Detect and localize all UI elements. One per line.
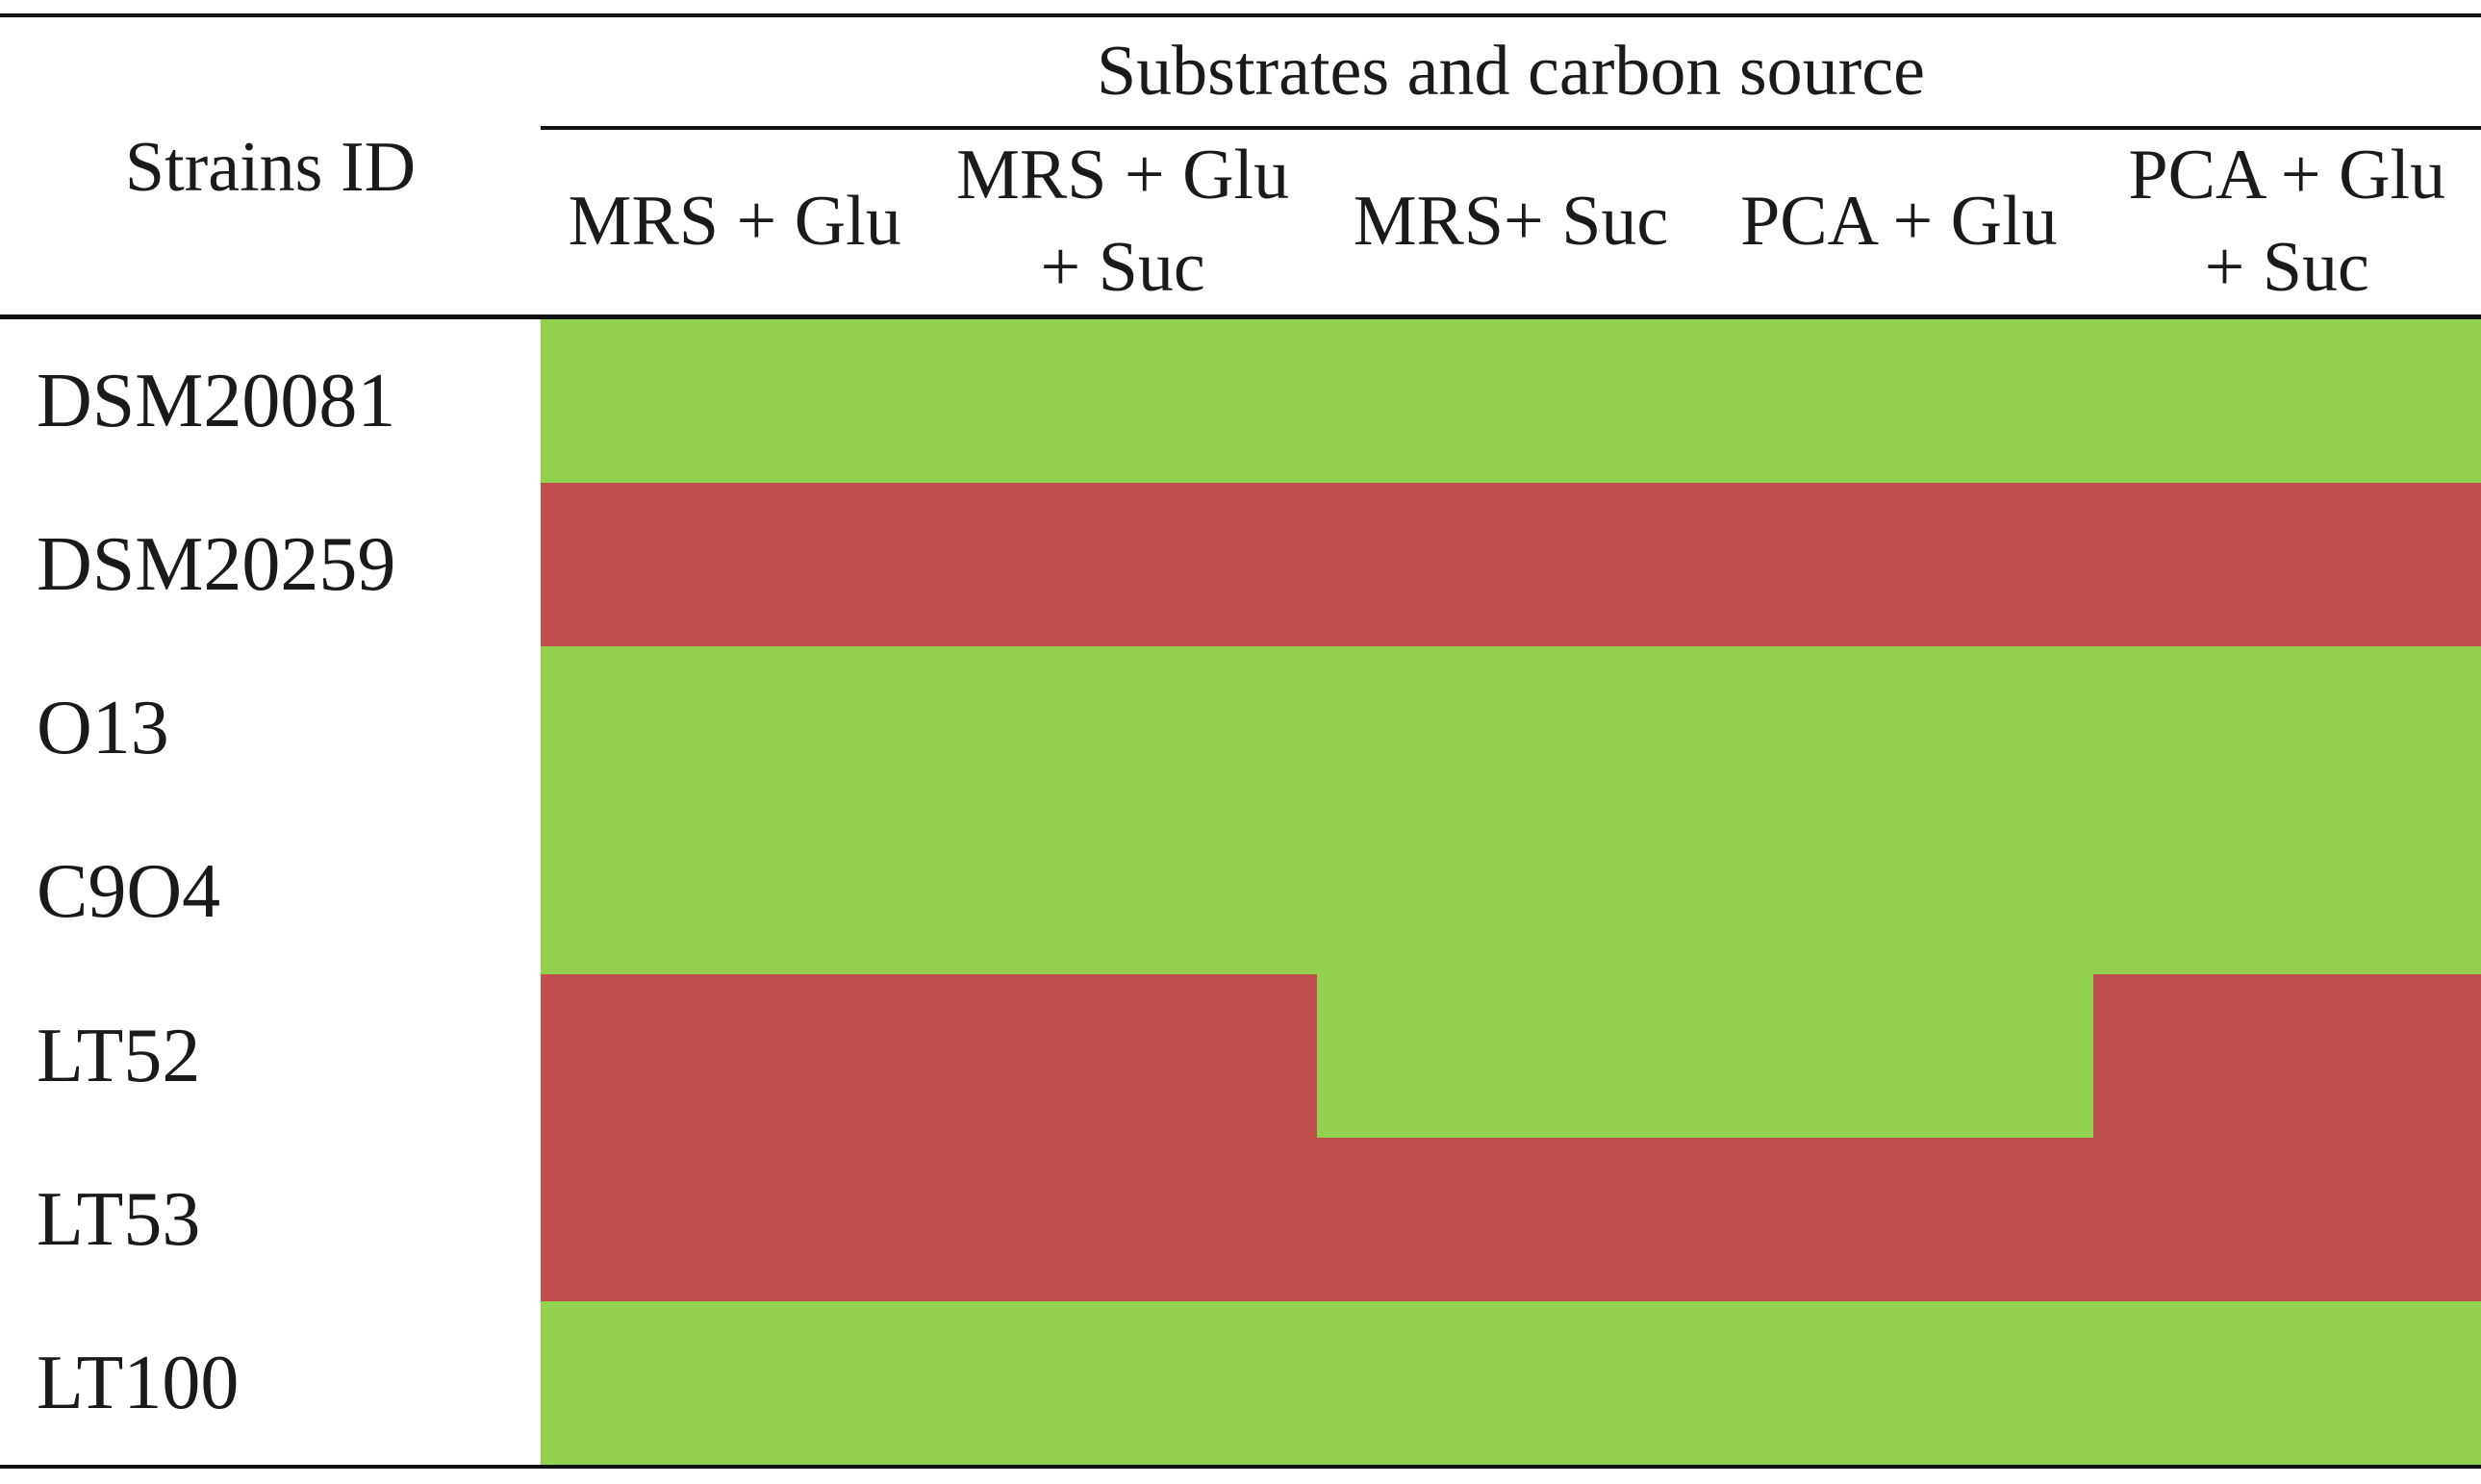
header-bottom-rule	[0, 314, 2481, 319]
bottom-rule	[0, 1465, 2481, 1469]
cell-c9o4-col-5	[2093, 810, 2481, 974]
row-label-c9o4: C9O4	[37, 849, 221, 935]
column-header-2-line-2: + Suc	[1040, 228, 1205, 307]
top-rule	[0, 13, 2481, 17]
cell-lt100-col-3	[1317, 1301, 1705, 1465]
cell-c9o4-col-2	[928, 810, 1317, 974]
cell-dsm20259-col-4	[1705, 483, 2093, 646]
cell-dsm20081-col-2	[928, 319, 1317, 483]
cell-c9o4-col-1	[541, 810, 928, 974]
cell-lt53-col-1	[541, 1138, 928, 1301]
row-header: Strains ID	[124, 128, 417, 207]
cell-lt52-col-4	[1705, 974, 2093, 1138]
row-label-lt100: LT100	[37, 1340, 240, 1425]
cell-o13-col-1	[541, 646, 928, 810]
group-header-rule	[541, 126, 2481, 130]
cell-o13-col-4	[1705, 646, 2093, 810]
cell-lt53-col-5	[2093, 1138, 2481, 1301]
row-label-lt52: LT52	[37, 1013, 201, 1098]
column-group-header: Substrates and carbon source	[1096, 32, 1925, 111]
column-header-3-line-1: MRS+ Suc	[1353, 182, 1669, 261]
cell-lt100-col-2	[928, 1301, 1317, 1465]
row-label-o13: O13	[37, 686, 169, 771]
cell-lt52-col-3	[1317, 974, 1705, 1138]
cell-dsm20259-col-2	[928, 483, 1317, 646]
cell-lt53-col-2	[928, 1138, 1317, 1301]
column-header-5-line-2: + Suc	[2204, 228, 2369, 307]
cell-lt52-col-5	[2093, 974, 2481, 1138]
cell-lt53-col-4	[1705, 1138, 2093, 1301]
cell-dsm20259-col-5	[2093, 483, 2481, 646]
cell-dsm20081-col-1	[541, 319, 928, 483]
cell-lt100-col-1	[541, 1301, 928, 1465]
cell-lt100-col-5	[2093, 1301, 2481, 1465]
cell-dsm20259-col-1	[541, 483, 928, 646]
cell-c9o4-col-3	[1317, 810, 1705, 974]
column-header-5-line-1: PCA + Glu	[2128, 136, 2446, 214]
column-header-4-line-1: PCA + Glu	[1740, 182, 2058, 261]
row-label-dsm20081: DSM20081	[37, 359, 396, 443]
column-header-2-line-1: MRS + Glu	[956, 136, 1290, 214]
cell-lt52-col-1	[541, 974, 928, 1138]
cell-dsm20081-col-4	[1705, 319, 2093, 483]
cell-lt53-col-3	[1317, 1138, 1705, 1301]
row-label-dsm20259: DSM20259	[37, 522, 396, 608]
cell-dsm20081-col-3	[1317, 319, 1705, 483]
row-label-lt53: LT53	[37, 1176, 201, 1262]
cell-o13-col-5	[2093, 646, 2481, 810]
cell-c9o4-col-4	[1705, 810, 2093, 974]
cell-lt52-col-2	[928, 974, 1317, 1138]
cell-dsm20259-col-3	[1317, 483, 1705, 646]
cell-o13-col-2	[928, 646, 1317, 810]
cell-lt100-col-4	[1705, 1301, 2093, 1465]
cell-dsm20081-col-5	[2093, 319, 2481, 483]
cell-o13-col-3	[1317, 646, 1705, 810]
column-header-1-line-1: MRS + Glu	[568, 182, 901, 261]
